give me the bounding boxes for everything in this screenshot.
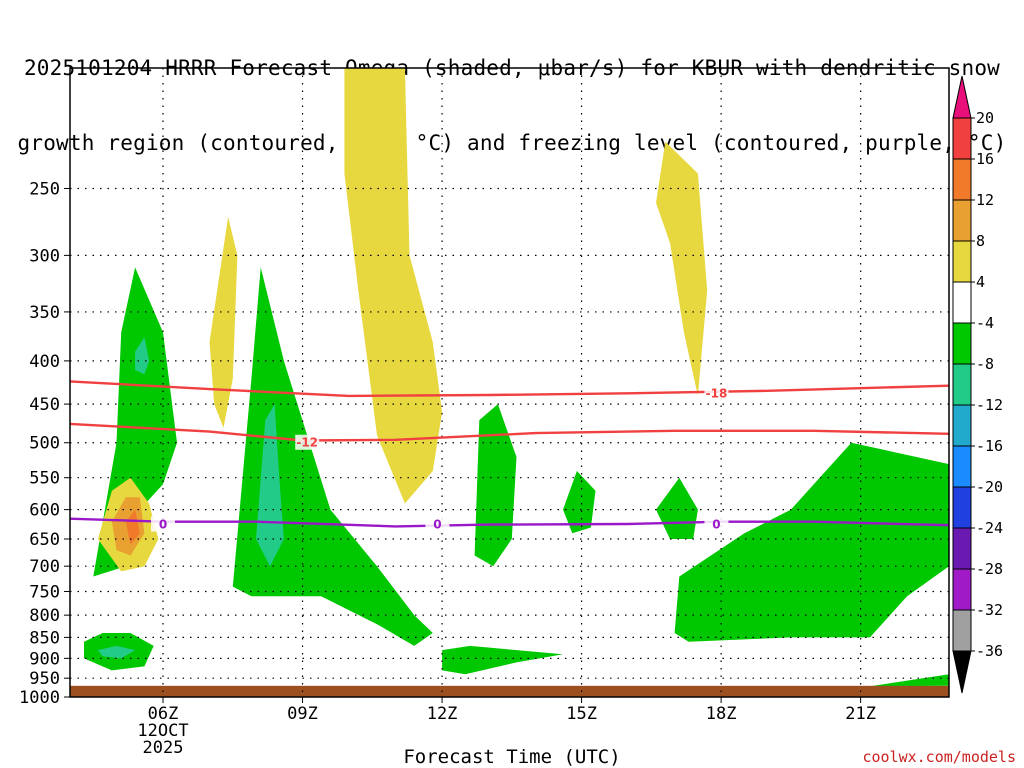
colorbar-cell-1 bbox=[952, 158, 972, 201]
temperature-contours bbox=[70, 380, 949, 528]
contour-label-bg-2-1 bbox=[425, 516, 450, 532]
y-tick-label-950: 950 bbox=[29, 669, 60, 689]
omega-region-11 bbox=[656, 477, 698, 539]
contour-label-2-0: 0 bbox=[159, 518, 167, 532]
x-tick-date: 12OCT bbox=[137, 721, 188, 741]
y-tick-label-550: 550 bbox=[29, 469, 60, 489]
contour-label-bg-1-0 bbox=[295, 434, 320, 450]
y-tick-label-400: 400 bbox=[29, 352, 60, 372]
y-tick-label-650: 650 bbox=[29, 530, 60, 550]
y-tick-label-900: 900 bbox=[29, 649, 60, 669]
contour-label-bg-2-2 bbox=[704, 516, 729, 532]
x-tick-label-12Z: 12Z bbox=[427, 704, 458, 724]
ground-below-surface bbox=[70, 685, 949, 697]
colorbar-label-6: -8 bbox=[976, 355, 994, 373]
colorbar-label-9: -20 bbox=[976, 478, 1003, 496]
omega-region-6 bbox=[256, 404, 284, 567]
y-tick-label-1000: 1000 bbox=[19, 688, 60, 708]
y-tick-label-750: 750 bbox=[29, 582, 60, 602]
colorbar-cell-4 bbox=[952, 281, 972, 324]
x-tick-label-09Z: 09Z bbox=[287, 704, 318, 724]
x-axis-title: Forecast Time (UTC) bbox=[403, 746, 621, 768]
y-tick-label-350: 350 bbox=[29, 303, 60, 323]
colorbar-label-5: -4 bbox=[976, 314, 994, 332]
colorbar-top-arrow bbox=[952, 75, 972, 119]
x-tick-label-15Z: 15Z bbox=[566, 704, 597, 724]
ground-fill bbox=[70, 685, 949, 697]
y-axis: 2503003504004505005506006507007508008509… bbox=[19, 179, 70, 708]
omega-region-8 bbox=[209, 216, 238, 428]
y-tick-label-300: 300 bbox=[29, 246, 60, 266]
colorbar-cell-10 bbox=[952, 527, 972, 570]
x-tick-label-06Z: 06Z bbox=[148, 704, 179, 724]
omega-region-4 bbox=[125, 509, 140, 545]
colorbar-label-0: 20 bbox=[976, 109, 994, 127]
y-tick-label-450: 450 bbox=[29, 395, 60, 415]
x-tick-label-21Z: 21Z bbox=[845, 704, 876, 724]
contour-label-0-0: -18 bbox=[706, 386, 728, 400]
contour-label-bg-0-0 bbox=[704, 385, 729, 401]
contour-2 bbox=[70, 517, 949, 528]
omega-region-12 bbox=[656, 141, 708, 396]
site-credit: coolwx.com/models bbox=[862, 748, 1016, 766]
contour-label-2-1: 0 bbox=[433, 518, 441, 532]
colorbar-label-4: 4 bbox=[976, 273, 985, 291]
contour-label-1-0: -12 bbox=[296, 436, 318, 450]
omega-region-13 bbox=[674, 442, 949, 642]
colorbar-label-8: -16 bbox=[976, 437, 1003, 455]
colorbar-cell-8 bbox=[952, 445, 972, 488]
plot-frame bbox=[69, 67, 950, 698]
omega-region-15 bbox=[97, 645, 136, 659]
omega-region-10 bbox=[563, 471, 596, 534]
colorbar-label-7: -12 bbox=[976, 396, 1003, 414]
omega-region-5 bbox=[232, 267, 433, 646]
x-tick-year: 2025 bbox=[143, 738, 184, 758]
colorbar-cell-12 bbox=[952, 609, 972, 652]
contour-1 bbox=[70, 422, 949, 442]
colorbar-cell-9 bbox=[952, 486, 972, 529]
contour-0 bbox=[70, 380, 949, 398]
colorbar-label-11: -28 bbox=[976, 560, 1003, 578]
omega-shading bbox=[84, 68, 949, 688]
colorbar-cell-5 bbox=[952, 322, 972, 365]
contour-label-bg-2-0 bbox=[151, 516, 176, 532]
colorbar-cell-7 bbox=[952, 404, 972, 447]
omega-region-17 bbox=[581, 674, 949, 688]
omega-region-9 bbox=[474, 404, 517, 567]
colorbar-cell-6 bbox=[952, 363, 972, 406]
omega-region-1 bbox=[135, 337, 150, 375]
colorbar-label-12: -32 bbox=[976, 601, 1003, 619]
contour-labels: -18 -12 0 0 0 bbox=[151, 385, 729, 532]
colorbar-label-10: -24 bbox=[976, 519, 1003, 537]
colorbar: 20 16 12 8 4 -4 -8 -12 -16 -20 -24 -28 -32 -36 bbox=[952, 75, 1003, 694]
colorbar-cell-11 bbox=[952, 568, 972, 611]
colorbar-cell-2 bbox=[952, 199, 972, 242]
y-tick-label-600: 600 bbox=[29, 501, 60, 521]
contour-label-2-2: 0 bbox=[712, 518, 720, 532]
y-tick-label-250: 250 bbox=[29, 179, 60, 199]
colorbar-label-13: -36 bbox=[976, 642, 1003, 660]
colorbar-cell-3 bbox=[952, 240, 972, 283]
colorbar-label-2: 12 bbox=[976, 191, 994, 209]
y-tick-label-800: 800 bbox=[29, 606, 60, 626]
colorbar-label-3: 8 bbox=[976, 232, 985, 250]
omega-region-16 bbox=[442, 645, 563, 675]
y-tick-label-700: 700 bbox=[29, 557, 60, 577]
y-tick-label-500: 500 bbox=[29, 434, 60, 454]
x-tick-label-18Z: 18Z bbox=[706, 704, 737, 724]
y-tick-label-850: 850 bbox=[29, 628, 60, 648]
colorbar-bottom-arrow bbox=[952, 650, 972, 694]
colorbar-cell-0 bbox=[952, 117, 972, 160]
colorbar-label-1: 16 bbox=[976, 150, 994, 168]
